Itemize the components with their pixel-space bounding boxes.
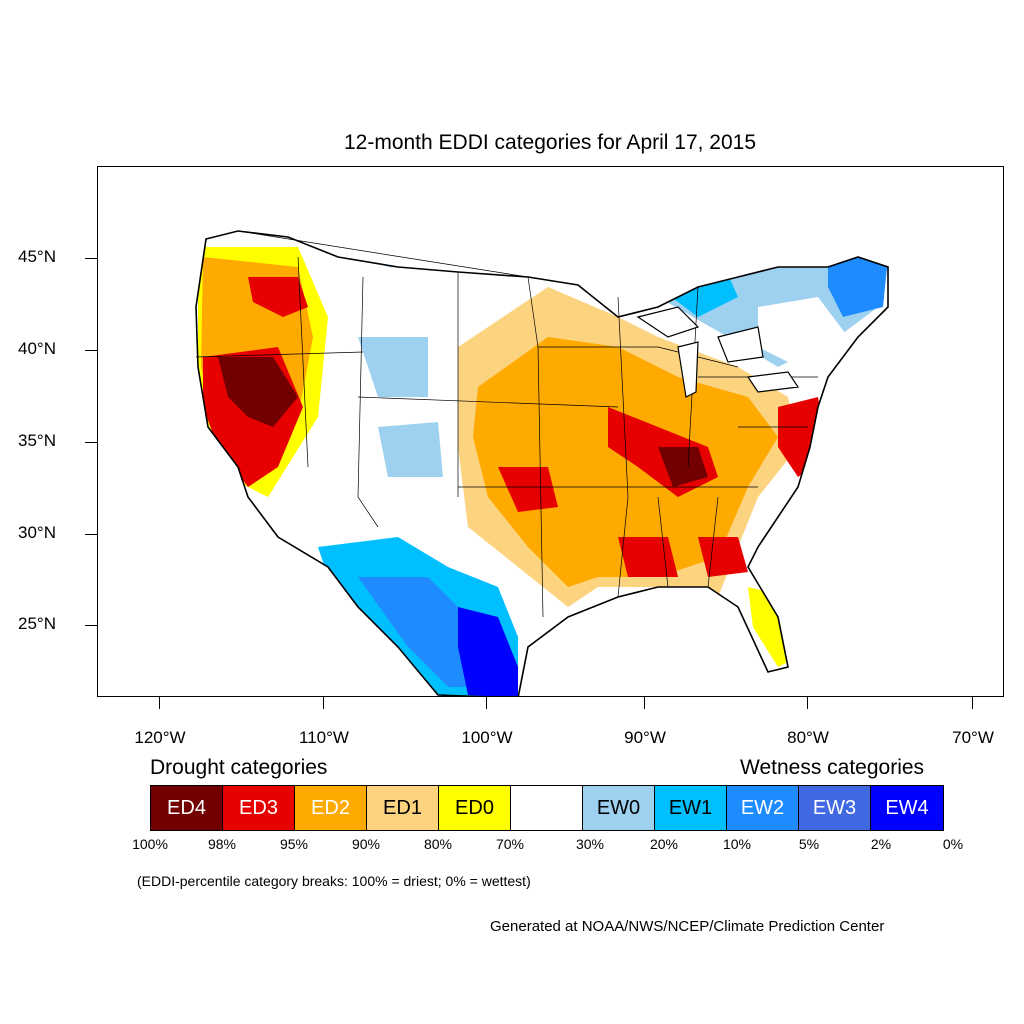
- lon-tick-100: [486, 697, 487, 709]
- legend-cell-ew2: EW2: [727, 786, 799, 830]
- legend-cell-ew3: EW3: [799, 786, 871, 830]
- legend-cell-ed1: ED1: [367, 786, 439, 830]
- pct-label: 0%: [942, 836, 964, 852]
- legend-cell-ed3: ED3: [223, 786, 295, 830]
- lon-tick-80: [807, 697, 808, 709]
- lat-tick-30: [85, 534, 97, 535]
- legend-cell-ed4: ED4: [151, 786, 223, 830]
- lat-tick-40: [85, 350, 97, 351]
- legend-cell-ew4: EW4: [871, 786, 943, 830]
- lat-label-35: 35°N: [18, 431, 56, 450]
- lat-tick-25: [85, 625, 97, 626]
- lat-label-40: 40°N: [18, 339, 56, 358]
- lon-label-90: 90°W: [624, 728, 666, 747]
- wetness-heading: Wetness categories: [740, 756, 925, 779]
- pct-label: 20%: [649, 836, 679, 852]
- legend-cell-ew1: EW1: [655, 786, 727, 830]
- pct-label: 10%: [722, 836, 752, 852]
- lon-tick-120: [159, 697, 160, 709]
- map-title: 12-month EDDI categories for April 17, 2…: [343, 131, 757, 154]
- pct-label: 90%: [351, 836, 381, 852]
- pct-label: 5%: [798, 836, 820, 852]
- lat-label-30: 30°N: [18, 523, 56, 542]
- lat-label-45: 45°N: [18, 247, 56, 266]
- legend-cell-ed0: ED0: [439, 786, 511, 830]
- pct-label: 70%: [495, 836, 525, 852]
- pct-label: 30%: [575, 836, 605, 852]
- legend-cell-ed2: ED2: [295, 786, 367, 830]
- lat-tick-45: [85, 258, 97, 259]
- lon-label-110: 110°W: [299, 728, 349, 747]
- lon-label-120: 120°W: [134, 728, 186, 747]
- category-note: (EDDI-percentile category breaks: 100% =…: [137, 873, 531, 889]
- pct-label: 2%: [870, 836, 892, 852]
- category-legend: ED4 ED3 ED2 ED1 ED0 EW0 EW1 EW2 EW3 EW4: [150, 785, 944, 831]
- lon-label-70: 70°W: [952, 728, 994, 747]
- credit-line: Generated at NOAA/NWS/NCEP/Climate Predi…: [490, 918, 885, 935]
- drought-heading: Drought categories: [150, 756, 328, 779]
- legend-cell-normal: [511, 786, 583, 830]
- legend-cell-ew0: EW0: [583, 786, 655, 830]
- pct-label: 95%: [279, 836, 309, 852]
- pct-label: 100%: [132, 836, 168, 852]
- lat-tick-35: [85, 442, 97, 443]
- pct-label: 80%: [423, 836, 453, 852]
- lon-tick-110: [323, 697, 324, 709]
- lon-label-80: 80°W: [787, 728, 829, 747]
- lon-tick-90: [644, 697, 645, 709]
- lon-tick-70: [972, 697, 973, 709]
- pct-label: 98%: [207, 836, 237, 852]
- lat-label-25: 25°N: [18, 614, 56, 633]
- eddi-map: [195, 230, 889, 696]
- lon-label-100: 100°W: [461, 728, 513, 747]
- map-area: [97, 166, 1004, 697]
